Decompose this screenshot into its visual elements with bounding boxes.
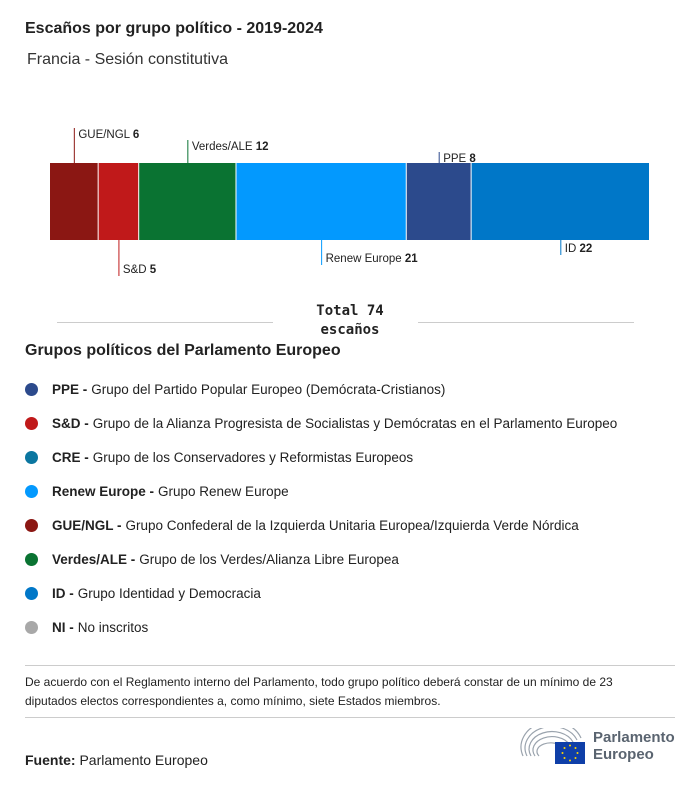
source-value: Parlamento Europeo [79,752,208,768]
legend-abbr: NI - [52,619,74,635]
bar-segment [471,163,649,240]
total-seats: Total 74 escaños [290,302,410,340]
legend-abbr: CRE - [52,449,89,465]
legend-title: Grupos políticos del Parlamento Europeo [25,342,341,359]
legend-abbr: S&D - [52,415,89,431]
logo-line1: Parlamento [593,729,675,746]
source: Fuente: Parlamento Europeo [25,752,208,768]
legend-swatch-icon [25,518,38,532]
legend-item: PPE - Grupo del Partido Popular Europeo (… [25,372,617,406]
legend-swatch-icon [25,484,38,498]
bar-segment [98,163,139,240]
legend-abbr: Verdes/ALE - [52,551,136,567]
divider [418,322,634,323]
footnote: De acuerdo con el Reglamento interno del… [25,675,613,708]
legend-item: NI - No inscritos [25,610,617,644]
divider [25,665,675,666]
legend-item: GUE/NGL - Grupo Confederal de la Izquierd… [25,508,617,542]
bar-segment [50,163,98,240]
legend-item: CRE - Grupo de los Conservadores y Reform… [25,440,617,474]
data-label: GUE/NGL 6 [78,129,139,141]
bar-segment [139,163,236,240]
legend-name: Grupo Renew Europe [158,483,289,499]
legend: PPE - Grupo del Partido Popular Europeo (… [25,372,617,644]
legend-name: Grupo Identidad y Democracia [77,585,261,601]
legend-item: Renew Europe - Grupo Renew Europe [25,474,617,508]
logo-line2: Europeo [593,746,654,763]
legend-name: Grupo del Partido Popular Europeo (Demóc… [91,381,446,397]
ep-logo: Parlamento Europeo [519,728,675,764]
legend-name: Grupo de los Conservadores y Reformistas… [92,449,414,465]
legend-swatch-icon [25,382,38,396]
total-value: Total 74 [316,303,384,319]
legend-abbr: GUE/NGL - [52,517,122,533]
legend-swatch-icon [25,586,38,600]
legend-name: Grupo de la Alianza Progresista de Socia… [92,415,618,431]
legend-abbr: ID - [52,585,74,601]
legend-item: S&D - Grupo de la Alianza Progresista de … [25,406,617,440]
bar-segment [406,163,471,240]
legend-abbr: Renew Europe - [52,483,155,499]
legend-name: Grupo Confederal de la Izquierda Unitari… [125,517,579,533]
chart-subtitle: Francia - Sesión constitutiva [27,51,228,68]
legend-name: Grupo de los Verdes/Alianza Libre Europe… [139,551,399,567]
data-label: Verdes/ALE 12 [192,141,269,153]
legend-item: ID - Grupo Identidad y Democracia [25,576,617,610]
divider [25,717,675,718]
chart-title: Escaños por grupo político - 2019-2024 [25,20,323,37]
bar-segment [236,163,406,240]
legend-swatch-icon [25,416,38,430]
stacked-bar-chart: GUE/NGL 6 S&D 5 Verdes/ALE 12 Renew Europe … [50,128,649,276]
data-label: ID 22 [565,243,593,255]
data-label: Renew Europe 21 [326,253,419,265]
source-label: Fuente: [25,752,76,768]
legend-name: No inscritos [77,619,149,635]
legend-swatch-icon [25,450,38,464]
divider [57,322,273,323]
legend-abbr: PPE - [52,381,88,397]
hemicycle-flag-icon [520,728,585,764]
data-label: PPE 8 [443,153,476,165]
legend-swatch-icon [25,552,38,566]
total-unit: escaños [320,322,380,338]
legend-item: Verdes/ALE - Grupo de los Verdes/Alianza … [25,542,617,576]
legend-swatch-icon [25,620,38,634]
data-label: S&D 5 [123,264,157,276]
